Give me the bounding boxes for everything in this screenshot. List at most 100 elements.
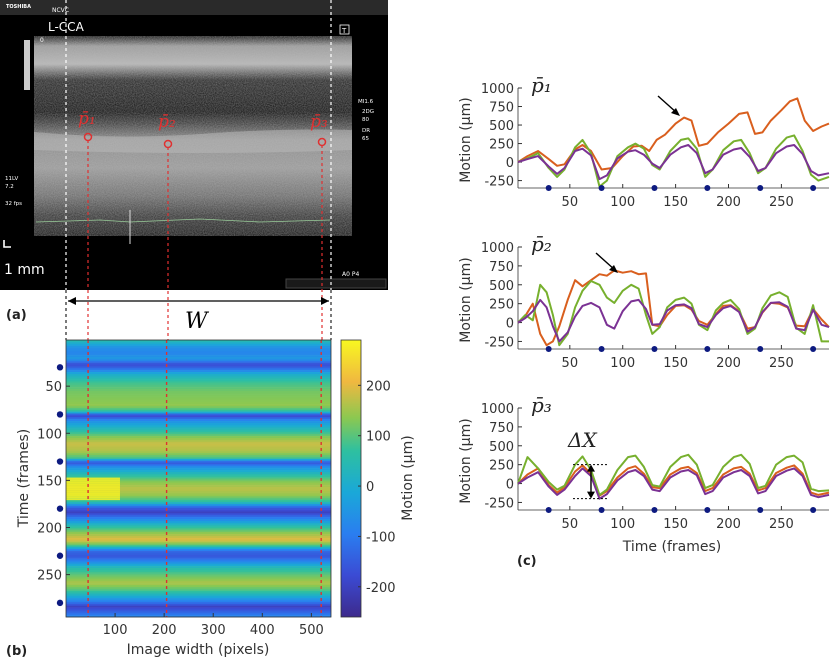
heatmap-row bbox=[66, 494, 331, 497]
heatmap-row bbox=[66, 613, 331, 616]
heatmap-row bbox=[66, 413, 331, 416]
plot-title: p̄₁ bbox=[531, 73, 552, 97]
heatmap-row bbox=[66, 601, 331, 605]
heatmap-row bbox=[66, 579, 331, 582]
heatmap-row bbox=[66, 385, 331, 388]
probe-label-p3: p̄₃ bbox=[310, 112, 328, 132]
heatmap-row bbox=[66, 485, 331, 488]
x-tick-label: 200 bbox=[716, 517, 741, 532]
heatmap-row bbox=[66, 583, 331, 586]
heatmap-row bbox=[66, 366, 331, 369]
y-tick-label: -250 bbox=[484, 496, 514, 511]
heatmap-row bbox=[66, 481, 331, 484]
heatmap-row bbox=[66, 388, 331, 392]
heatmap-row bbox=[66, 355, 331, 358]
heatmap-row bbox=[66, 479, 331, 482]
heatmap-row bbox=[66, 519, 331, 522]
frame-marker bbox=[598, 346, 605, 352]
heatmap-row bbox=[66, 498, 331, 501]
heatmap-row bbox=[66, 509, 331, 512]
heatmap-row bbox=[66, 400, 331, 403]
heatmap-row bbox=[66, 581, 331, 584]
heatmap-row bbox=[66, 422, 331, 426]
heatmap-row bbox=[66, 428, 331, 431]
heatmap-row bbox=[66, 364, 331, 367]
frame-marker bbox=[704, 507, 711, 513]
plot-title: p̄₃ bbox=[531, 393, 552, 417]
heatmap-row bbox=[66, 447, 331, 450]
heatmap-row bbox=[66, 451, 331, 454]
left-param: 32 fps bbox=[5, 201, 22, 207]
y-tick-label: 750 bbox=[489, 421, 514, 436]
colorbar-tick-label: 100 bbox=[366, 430, 391, 445]
heatmap-row bbox=[66, 598, 331, 601]
heatmap-row bbox=[66, 351, 331, 354]
heatmap-row bbox=[66, 370, 331, 373]
heatmap-row bbox=[66, 454, 331, 458]
heatmap-row bbox=[66, 520, 331, 524]
heatmap-row bbox=[66, 340, 331, 343]
width-arrow-right bbox=[321, 297, 329, 305]
y-tick-label: 250 bbox=[489, 298, 514, 313]
y-tick-label: 0 bbox=[506, 317, 514, 332]
y-tick-label: 500 bbox=[489, 119, 514, 134]
heatmap-row bbox=[66, 507, 331, 510]
heatmap-row bbox=[66, 605, 331, 608]
y-tick-label: 500 bbox=[489, 279, 514, 294]
heatmap-highlight bbox=[66, 485, 120, 488]
heatmap-row bbox=[66, 466, 331, 469]
heatmap-row bbox=[66, 458, 331, 461]
left-params: 11LV 7.2 32 fps bbox=[5, 176, 22, 207]
heatmap-row bbox=[66, 513, 331, 516]
heatmap-row bbox=[66, 603, 331, 606]
heatmap-row bbox=[66, 460, 331, 463]
series-line bbox=[517, 298, 830, 343]
panel-label-a: (a) bbox=[6, 308, 27, 323]
bottom-right-info: A0 P4 bbox=[342, 271, 359, 278]
heatmap-row bbox=[66, 607, 331, 610]
heatmap-row bbox=[66, 421, 331, 424]
heatmap-row bbox=[66, 530, 331, 533]
logo-text: NCVC bbox=[52, 7, 69, 14]
left-param: 7.2 bbox=[5, 184, 14, 190]
frame-marker bbox=[757, 346, 764, 352]
heatmap-row bbox=[66, 611, 331, 614]
frame-marker bbox=[757, 507, 764, 513]
delta-arrowhead-down bbox=[586, 491, 595, 499]
frame-marker bbox=[810, 507, 817, 513]
heatmap-highlight bbox=[66, 496, 120, 499]
heatmap-row bbox=[66, 571, 331, 574]
heatmap-row bbox=[66, 475, 331, 478]
brand-label: TOSHIBA bbox=[6, 4, 31, 10]
x-tick-label: 50 bbox=[562, 195, 579, 210]
heatmap-row bbox=[66, 569, 331, 573]
x-tick-label: 200 bbox=[152, 623, 177, 638]
right-param: 2DG bbox=[362, 109, 374, 115]
x-tick-label: 100 bbox=[610, 517, 635, 532]
delta-arrowhead-up bbox=[586, 464, 595, 472]
heatmap-row bbox=[66, 402, 331, 405]
heatmap-highlight bbox=[66, 477, 120, 480]
colorbar-tick-label: -100 bbox=[366, 530, 396, 545]
heatmap-row bbox=[66, 404, 331, 407]
x-tick-label: 100 bbox=[103, 623, 128, 638]
heatmap-row bbox=[66, 486, 331, 490]
panel-label-b: (b) bbox=[6, 644, 27, 659]
frame-marker bbox=[651, 185, 658, 191]
heatmap-row bbox=[66, 505, 331, 508]
x-tick-label: 150 bbox=[663, 517, 688, 532]
heatmap-row bbox=[66, 537, 331, 541]
frame-marker bbox=[810, 346, 817, 352]
heatmap-row bbox=[66, 594, 331, 597]
heatmap-row bbox=[66, 492, 331, 495]
plot-title: p̄₂ bbox=[531, 232, 552, 256]
ecg-trace bbox=[35, 218, 331, 223]
x-tick-label: 200 bbox=[716, 356, 741, 371]
ultrasound-bottom-buttons bbox=[285, 278, 387, 289]
heatmap-row bbox=[66, 500, 331, 503]
x-tick-label: 250 bbox=[769, 517, 794, 532]
heatmap-row bbox=[66, 496, 331, 499]
heatmap-row bbox=[66, 483, 331, 486]
y-tick-label: 100 bbox=[37, 427, 62, 442]
heatmap-row bbox=[66, 539, 331, 542]
